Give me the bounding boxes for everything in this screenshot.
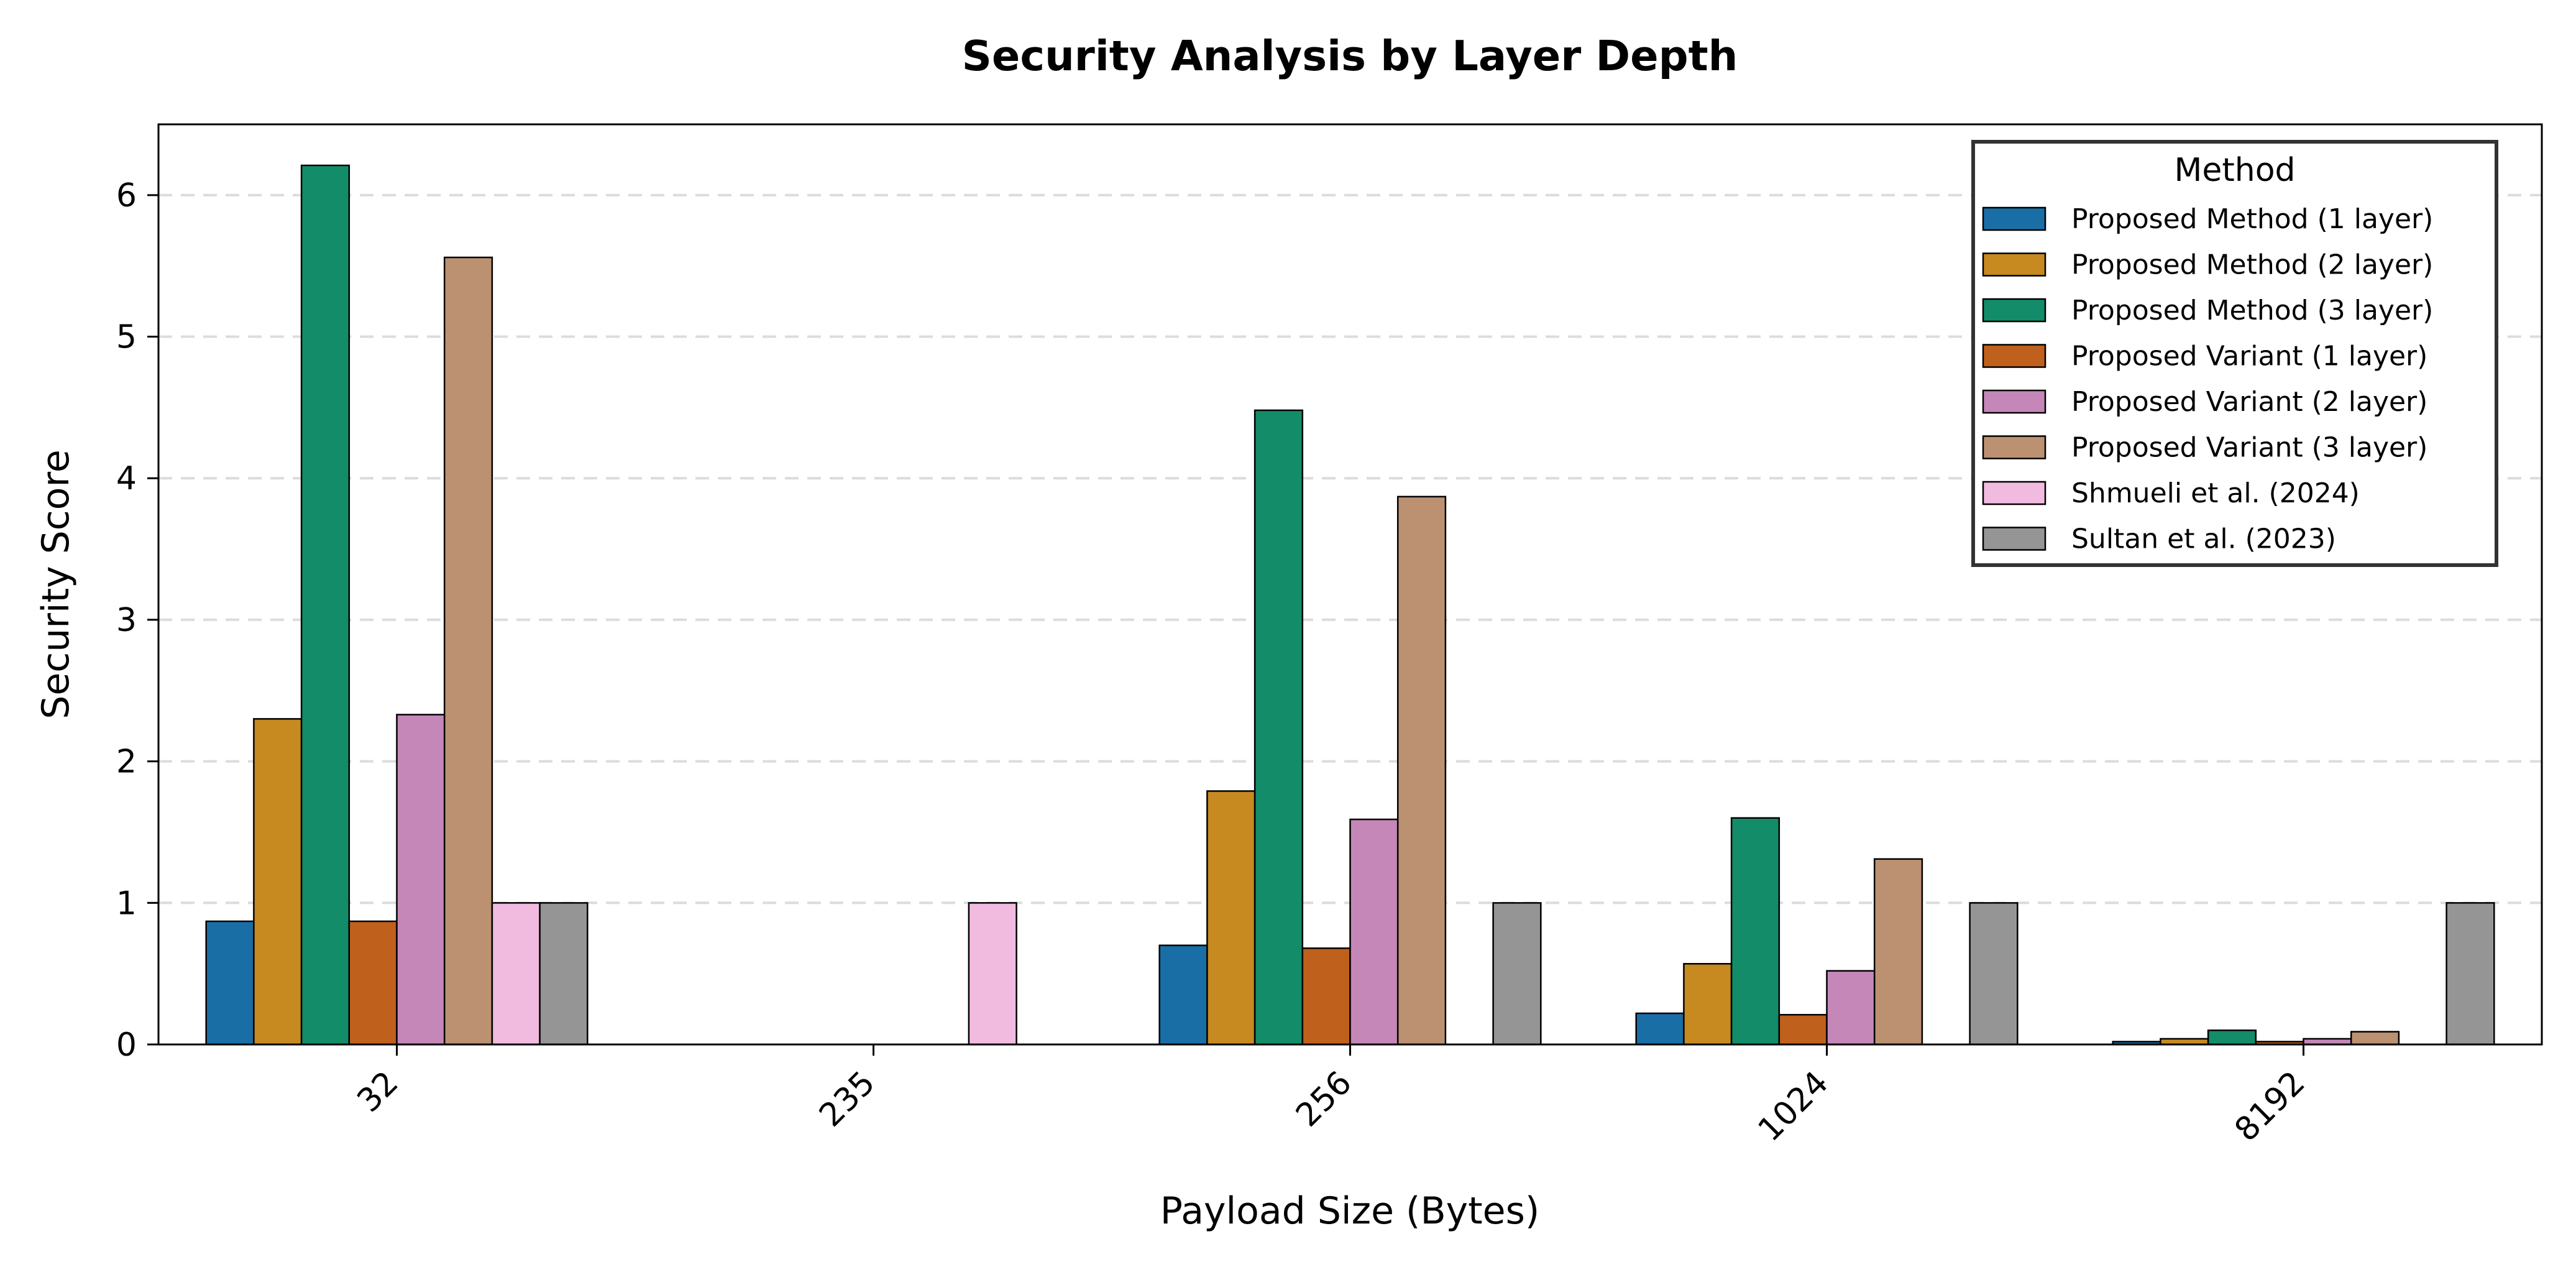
bar: [1635, 1012, 1685, 1046]
bar: [1683, 962, 1733, 1046]
bar: [1492, 902, 1542, 1046]
legend-swatch: [1982, 527, 2047, 551]
legend-swatch: [1982, 481, 2047, 505]
legend-entry-label: Proposed Variant (1 layer): [2071, 341, 2427, 372]
legend-entry-label: Proposed Variant (2 layer): [2071, 386, 2427, 418]
y-axis: 0 1 2 3 4 5 6: [116, 177, 158, 1064]
bar: [443, 256, 493, 1046]
y-axis-label: Security Score: [34, 449, 78, 719]
bar: [1158, 944, 1208, 1046]
bar: [2445, 902, 2495, 1046]
legend-swatch: [1982, 435, 2047, 459]
bar: [1826, 970, 1876, 1046]
bar: [1969, 902, 2019, 1046]
bar: [491, 902, 541, 1046]
bar: [539, 902, 589, 1046]
y-tick-label: 0: [116, 1026, 137, 1064]
y-tick-label: 2: [116, 744, 137, 781]
legend-entry-label: Proposed Method (1 layer): [2071, 203, 2433, 235]
legend-entry-label: Proposed Method (3 layer): [2071, 295, 2433, 326]
legend-entry-label: Proposed Variant (3 layer): [2071, 432, 2427, 464]
y-tick-label: 3: [116, 602, 137, 639]
bar: [1396, 495, 1447, 1046]
legend-box: [1971, 140, 2498, 567]
bar: [968, 902, 1017, 1046]
chart-title: Security Analysis by Layer Depth: [962, 32, 1738, 80]
bar: [396, 714, 446, 1046]
bar: [1873, 858, 1923, 1046]
bar: [1254, 409, 1304, 1046]
legend: Method Proposed Method (1 layer)Proposed…: [1971, 140, 2498, 567]
bar: [2207, 1029, 2257, 1046]
bar: [1206, 790, 1256, 1046]
legend-title: Method: [2174, 152, 2295, 189]
y-tick-label: 6: [116, 177, 137, 214]
bar: [1730, 817, 1781, 1046]
bars: [205, 164, 2495, 1046]
legend-entry-label: Shmueli et al. (2024): [2071, 477, 2360, 509]
legend-entry-label: Sultan et al. (2023): [2071, 523, 2336, 555]
y-tick-label: 1: [116, 885, 137, 922]
bar: [1301, 947, 1351, 1046]
y-tick-label: 5: [116, 319, 137, 356]
legend-entries: Proposed Method (1 layer) Proposed Method…: [1982, 203, 2433, 555]
legend-swatch: [1982, 252, 2047, 277]
legend-entry-label: Proposed Method (2 layer): [2071, 249, 2433, 281]
legend-swatch: [1982, 344, 2047, 368]
bar: [1349, 818, 1399, 1046]
bar: [1778, 1013, 1828, 1046]
bar: [300, 164, 351, 1046]
bar: [253, 718, 303, 1046]
y-tick-label: 4: [116, 460, 137, 497]
bar: [205, 920, 255, 1046]
legend-swatch: [1982, 206, 2047, 231]
legend-swatch: [1982, 389, 2047, 414]
bar: [348, 920, 398, 1046]
x-axis-label: Payload Size (Bytes): [1160, 1189, 1540, 1233]
bar: [2350, 1031, 2400, 1046]
legend-swatch: [1982, 298, 2047, 323]
